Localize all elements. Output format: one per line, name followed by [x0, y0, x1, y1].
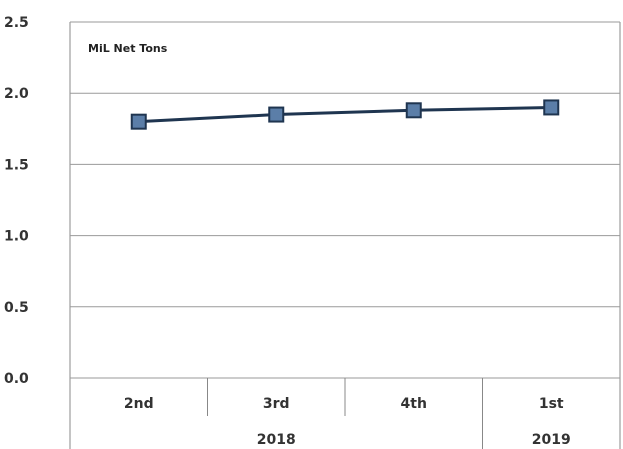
data-point [543, 99, 560, 116]
year-group-label: 2019 [532, 432, 571, 448]
y-tick-label: 0.5 [4, 300, 29, 316]
x-tick-label: 3rd [263, 396, 290, 412]
data-point [405, 102, 422, 119]
series-line [138, 105, 552, 124]
y-tick-label: 1.0 [4, 229, 29, 245]
data-point [268, 106, 285, 123]
x-axis: 2nd 3rd 4th 1st 2018 2019 [124, 378, 571, 449]
unit-label: MiL Net Tons [88, 42, 168, 55]
y-tick-label: 1.5 [4, 157, 29, 173]
gridlines [70, 21, 620, 379]
x-tick-label: 2nd [124, 396, 154, 412]
data-point [130, 113, 147, 130]
x-tick-label: 4th [401, 396, 427, 412]
year-group-label: 2018 [257, 432, 296, 448]
y-tick-label: 2.5 [4, 15, 29, 31]
series-layer [130, 99, 560, 130]
y-axis-ticks: 0.0 0.5 1.0 1.5 2.0 2.5 [4, 15, 29, 387]
y-tick-label: 2.0 [4, 86, 29, 102]
y-tick-label: 0.0 [4, 371, 29, 387]
x-tick-label: 1st [539, 396, 564, 412]
